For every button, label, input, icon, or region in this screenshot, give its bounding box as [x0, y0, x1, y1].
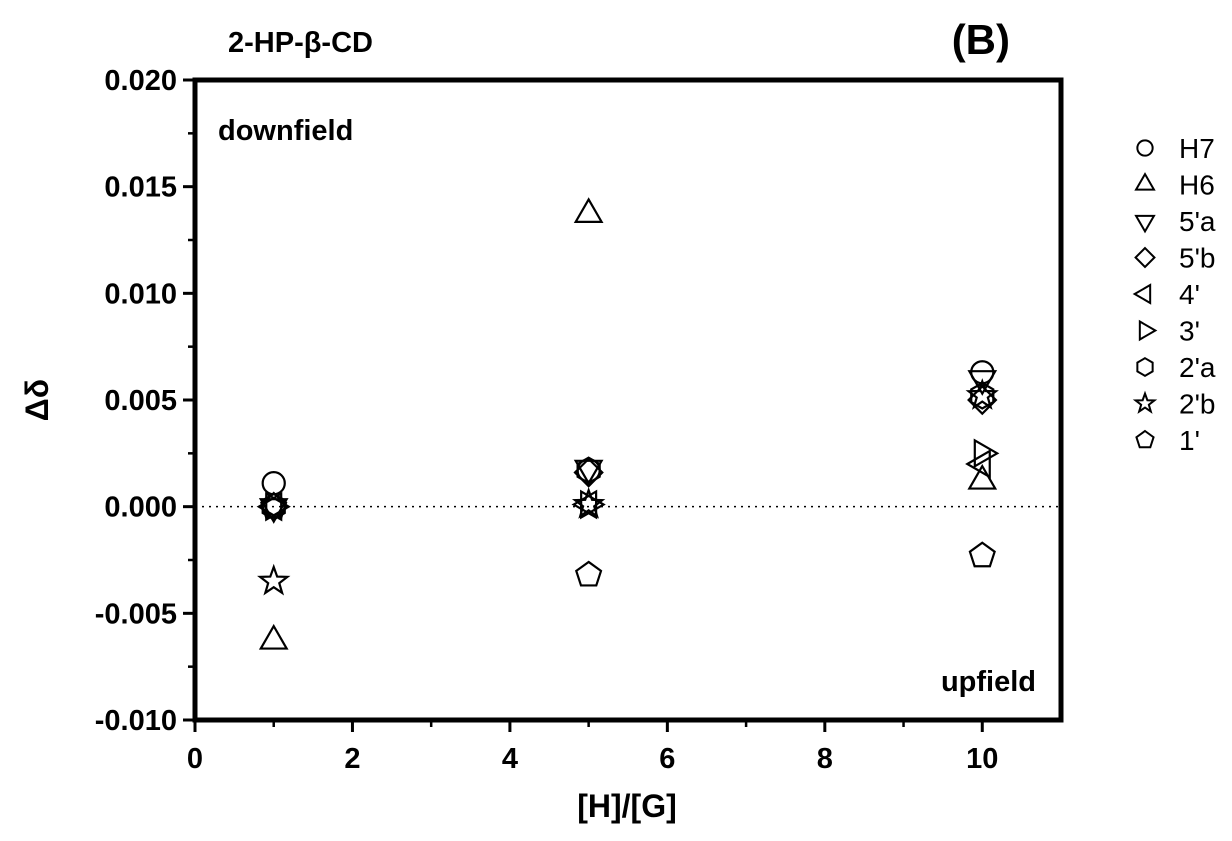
legend-entry: 3' [1138, 316, 1200, 347]
data-point [970, 381, 995, 410]
legend-entry: 5'b [1134, 243, 1216, 274]
legend-entry: 1' [1135, 425, 1200, 456]
legend-marker [1136, 139, 1154, 157]
legend-label: 2'b [1179, 389, 1216, 420]
data-point [965, 378, 999, 410]
legend-marker [1135, 429, 1155, 449]
legend-label: H6 [1179, 170, 1215, 201]
legend-entry: 2'b [1132, 389, 1216, 420]
y-tick-label: 0.005 [104, 385, 177, 417]
plot-area: 0 2 4 6 8 10 -0.010 -0.005 0.000 0.005 0.010 0.015 0… [95, 65, 1061, 775]
legend-marker [1132, 390, 1158, 414]
series-diamond [258, 384, 998, 522]
data-point [573, 459, 604, 486]
legend-marker [1134, 172, 1156, 191]
data-point [965, 449, 991, 479]
data-point [574, 560, 603, 587]
series-triangle-down [258, 370, 998, 524]
legend-entry: 2'a [1136, 352, 1216, 383]
data-point [260, 492, 288, 519]
series-triangle-up [258, 197, 998, 650]
y-tick-label: -0.005 [95, 598, 177, 630]
x-tick-label: 8 [817, 743, 833, 775]
y-tick-label: 0.015 [104, 172, 177, 204]
legend-label: 5'a [1179, 206, 1216, 237]
y-tick-label: 0.020 [104, 65, 177, 97]
data-point [973, 438, 1000, 469]
legend-entry: 5'a [1134, 206, 1216, 237]
data-point [261, 492, 286, 521]
y-axis-label: Δδ [19, 379, 55, 421]
data-point [265, 491, 291, 522]
data-point [256, 491, 283, 522]
legend-label: 1' [1179, 425, 1200, 456]
legend-label: H7 [1179, 133, 1215, 164]
data-point [576, 456, 601, 485]
x-tick-label: 4 [502, 743, 518, 775]
series-hexagon [261, 381, 995, 521]
legend-label: 3' [1179, 316, 1200, 347]
y-tick-label: -0.010 [95, 705, 177, 737]
data-point [258, 623, 289, 650]
y-tick-label: 0.000 [104, 492, 177, 524]
annotation-downfield: downfield [218, 115, 353, 147]
data-point [261, 471, 286, 496]
x-tick-label: 6 [659, 743, 675, 775]
data-point [967, 463, 998, 490]
legend-marker [1132, 283, 1152, 305]
legend-marker [1136, 357, 1154, 377]
data-point [968, 541, 996, 568]
panel-label: (B) [952, 16, 1010, 63]
data-point [257, 563, 291, 596]
series-star [257, 378, 999, 596]
x-tick-label: 0 [187, 743, 203, 775]
data-point [571, 486, 606, 519]
annotation-upfield: upfield [941, 666, 1036, 698]
legend-entry: H7 [1136, 133, 1215, 164]
legend: H7 H6 5'a 5'b 4' 3' 2'a 2'b 1' [1132, 133, 1216, 456]
chart-title: 2-HP-β-CD [228, 27, 373, 59]
data-point [967, 370, 998, 396]
x-tick-label: 10 [966, 743, 998, 775]
x-tick-label: 2 [344, 743, 360, 775]
legend-label: 2'a [1179, 352, 1216, 383]
legend-marker [1134, 246, 1156, 269]
x-axis-label: [H]/[G] [577, 788, 677, 824]
legend-label: 5'b [1179, 243, 1216, 274]
plot-frame [192, 77, 1064, 723]
series-pentagon [260, 492, 996, 587]
data-point [573, 197, 604, 223]
legend-entry: H6 [1134, 170, 1215, 201]
series-triangle-right [265, 438, 1000, 522]
series-circle [261, 360, 995, 496]
y-tick-label: 0.010 [104, 278, 177, 310]
legend-entry: 4' [1132, 279, 1200, 310]
legend-label: 4' [1179, 279, 1200, 310]
data-point [573, 457, 604, 488]
legend-marker [1134, 214, 1156, 234]
series-triangle-left [256, 449, 991, 522]
legend-marker [1138, 319, 1158, 342]
